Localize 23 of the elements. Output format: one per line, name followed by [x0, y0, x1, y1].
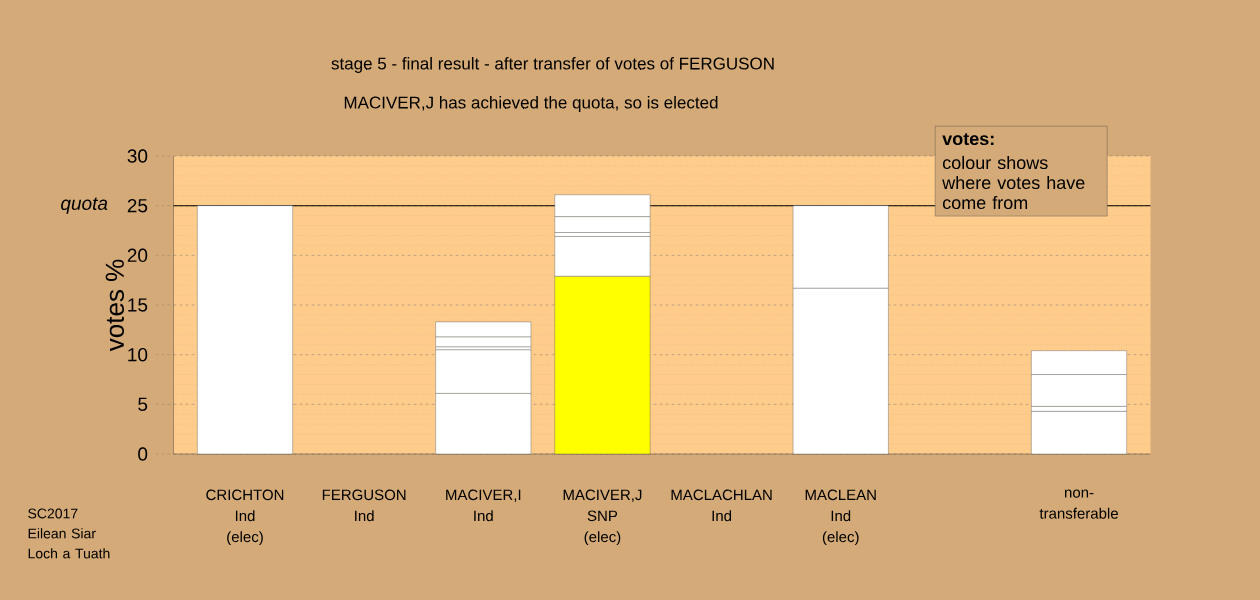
y-tick-label: 30	[127, 149, 148, 163]
chart-subtitle: MACIVER,J has achieved the quota, so is elected	[344, 96, 718, 112]
y-tick-label: 5	[138, 397, 148, 411]
ref-line-label: quota	[61, 197, 108, 214]
x-tick-label: FERGUSON Ind	[322, 489, 406, 522]
y-tick-label: 10	[128, 347, 148, 362]
y-tick-label: 20	[127, 248, 148, 263]
y-axis-title: votes %	[105, 259, 124, 352]
annotation: colour shows where votes have come from	[942, 155, 1085, 210]
x-tick-label: MACIVER,J SNP (elec)	[563, 489, 642, 546]
y-tick-label: 0	[138, 447, 148, 461]
x-tick-label: MACLEAN Ind (elec)	[805, 489, 876, 546]
x-tick-label: MACLACHLAN Ind	[671, 489, 772, 522]
y-tick-label: 15	[128, 298, 148, 312]
x-tick-label: MACIVER,I Ind	[446, 489, 521, 522]
chart-title: stage 5 - final result - after transfer of votes of FERGUSON	[331, 57, 774, 73]
text: SC2017 Eilean Siar Loch a Tuath	[28, 508, 110, 559]
x-tick-label: CRICHTON Ind (elec)	[206, 489, 284, 546]
bar	[197, 205, 293, 455]
y-tick-label: 25	[127, 198, 148, 213]
text: votes:	[942, 133, 994, 146]
bar	[1031, 411, 1127, 455]
x-tick-label: non- transferable	[1039, 489, 1118, 519]
